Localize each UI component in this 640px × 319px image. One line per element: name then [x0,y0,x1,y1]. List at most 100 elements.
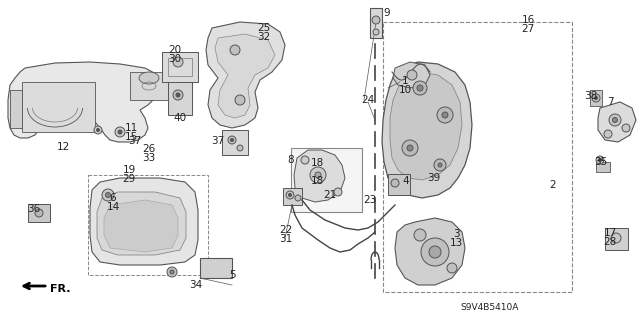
Bar [162,52,198,82]
Circle shape [604,130,612,138]
Polygon shape [215,34,275,118]
Text: 3: 3 [452,229,460,239]
Bar [28,204,50,222]
Text: FR.: FR. [50,284,70,294]
Circle shape [417,85,423,91]
Circle shape [167,267,177,277]
Text: 39: 39 [428,173,440,183]
Text: 5: 5 [228,270,236,280]
Circle shape [595,97,598,100]
Bar [605,228,628,250]
Bar [200,258,232,278]
Circle shape [609,114,621,126]
Text: 37: 37 [211,136,225,146]
Text: S9V4B5410A: S9V4B5410A [461,303,519,313]
Text: 17: 17 [604,228,616,238]
Polygon shape [393,62,430,88]
Circle shape [437,107,453,123]
Circle shape [170,270,174,274]
Polygon shape [395,218,465,285]
Text: 20: 20 [168,45,182,55]
Text: 29: 29 [122,174,136,184]
Circle shape [115,127,125,137]
Circle shape [228,136,236,144]
Text: 32: 32 [257,32,271,42]
Circle shape [414,229,426,241]
Text: 37: 37 [129,136,141,146]
Circle shape [97,129,99,131]
Bar [168,58,192,76]
Circle shape [173,57,183,67]
Circle shape [373,29,379,35]
Circle shape [429,246,441,258]
Circle shape [334,188,342,196]
Circle shape [611,233,621,243]
Bar [130,72,168,100]
Circle shape [413,81,427,95]
Text: 26: 26 [142,144,156,154]
Text: 33: 33 [142,153,156,163]
Text: 10: 10 [399,85,412,95]
Bar [222,130,248,155]
Circle shape [592,94,600,102]
Polygon shape [390,72,462,180]
Text: 28: 28 [604,237,616,247]
Circle shape [438,163,442,167]
Circle shape [310,167,326,183]
Bar [283,188,302,205]
Circle shape [173,90,183,100]
Text: 24: 24 [362,95,374,105]
Circle shape [289,194,291,197]
Circle shape [94,126,102,134]
Bar [388,174,410,195]
Text: 2: 2 [550,180,556,190]
Polygon shape [97,192,186,255]
Circle shape [35,209,43,217]
Text: 38: 38 [584,91,598,101]
Polygon shape [90,178,198,265]
Circle shape [301,156,309,164]
Bar [22,82,95,132]
Text: 19: 19 [122,165,136,175]
Circle shape [407,70,417,80]
Bar [168,78,192,115]
Circle shape [230,45,240,55]
Polygon shape [598,102,636,142]
Polygon shape [104,200,178,252]
Circle shape [612,117,618,122]
Bar [88,175,208,275]
Circle shape [622,124,630,132]
Bar [291,148,362,212]
Circle shape [596,156,604,164]
Bar [596,162,610,172]
Text: 21: 21 [323,190,337,200]
Text: 18: 18 [310,176,324,186]
Bar [370,8,382,38]
Circle shape [447,263,457,273]
Circle shape [118,130,122,134]
Bar [10,90,22,128]
Polygon shape [8,62,160,142]
Circle shape [106,192,111,197]
Text: 14: 14 [106,202,120,212]
Text: 23: 23 [364,195,376,205]
Circle shape [315,172,321,178]
Text: 22: 22 [280,225,292,235]
Circle shape [402,140,418,156]
Text: 11: 11 [124,123,138,133]
Text: 12: 12 [56,142,70,152]
Text: 35: 35 [595,157,607,167]
Circle shape [295,195,301,201]
Circle shape [434,159,446,171]
Bar [590,90,602,106]
Text: 34: 34 [189,280,203,290]
Circle shape [391,179,399,187]
Polygon shape [382,62,472,198]
Text: 36: 36 [28,204,40,214]
Text: 31: 31 [280,234,292,244]
Circle shape [230,138,234,142]
Text: 25: 25 [257,23,271,33]
Text: 1: 1 [402,76,408,86]
Text: 7: 7 [607,97,613,107]
Text: 13: 13 [449,238,463,248]
